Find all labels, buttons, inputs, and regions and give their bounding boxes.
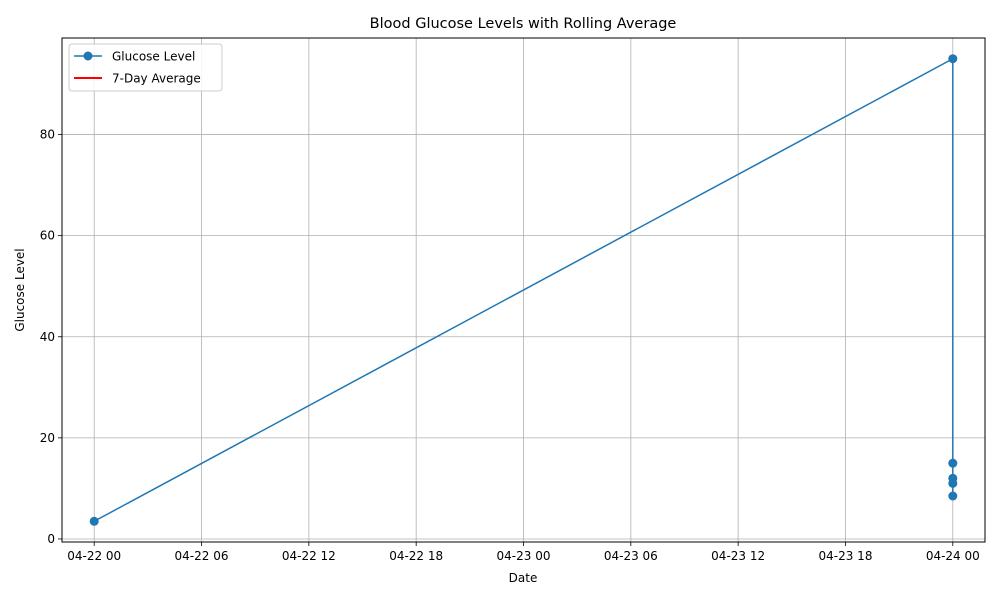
data-point bbox=[948, 491, 958, 501]
x-tick-label: 04-22 18 bbox=[389, 549, 443, 563]
x-tick-label: 04-22 12 bbox=[282, 549, 336, 563]
data-point bbox=[948, 458, 958, 468]
legend-box bbox=[68, 43, 223, 92]
x-tick-label: 04-22 00 bbox=[67, 549, 121, 563]
data-point bbox=[89, 516, 99, 526]
y-tick-label: 80 bbox=[40, 128, 55, 142]
legend-glucose-marker bbox=[83, 51, 93, 61]
y-tick-label: 40 bbox=[40, 330, 55, 344]
series-layer bbox=[89, 54, 958, 526]
legend: Glucose Level 7-Day Average bbox=[68, 43, 223, 92]
x-tick-label: 04-23 12 bbox=[711, 549, 765, 563]
y-tick-label: 0 bbox=[47, 532, 55, 546]
data-point bbox=[948, 54, 958, 64]
y-axis: 0 20 40 60 80 bbox=[40, 128, 62, 546]
x-tick-label: 04-24 00 bbox=[926, 549, 980, 563]
legend-glucose-label: Glucose Level bbox=[112, 50, 195, 64]
y-tick-label: 60 bbox=[40, 229, 55, 243]
x-tick-label: 04-22 06 bbox=[175, 549, 229, 563]
y-tick-label: 20 bbox=[40, 431, 55, 445]
x-axis: 04-22 00 04-22 06 04-22 12 04-22 18 04-23 00… bbox=[67, 542, 980, 563]
x-tick-label: 04-23 06 bbox=[604, 549, 658, 563]
data-point bbox=[948, 478, 958, 488]
x-tick-label: 04-23 00 bbox=[497, 549, 551, 563]
x-tick-label: 04-23 18 bbox=[819, 549, 873, 563]
y-axis-label: Glucose Level bbox=[13, 248, 27, 331]
legend-average-label: 7-Day Average bbox=[112, 72, 201, 86]
x-axis-label: Date bbox=[509, 571, 538, 585]
chart-title: Blood Glucose Levels with Rolling Averag… bbox=[370, 16, 677, 32]
